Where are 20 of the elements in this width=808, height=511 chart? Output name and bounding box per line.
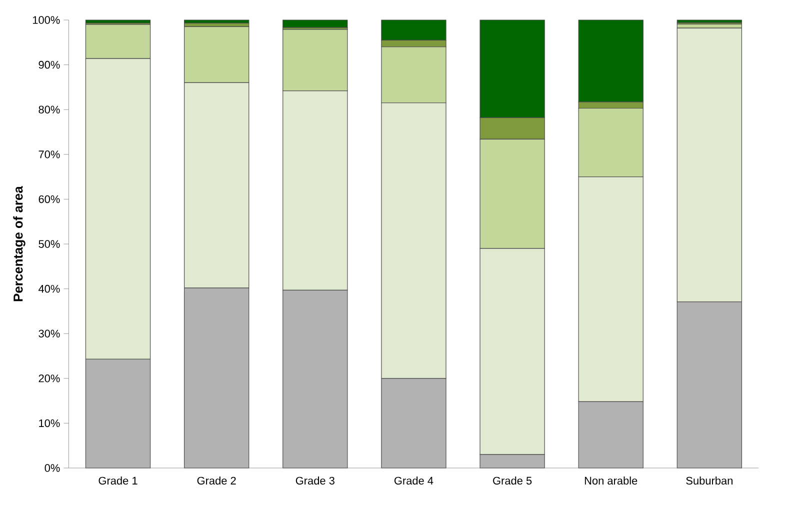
y-axis-title: Percentage of area xyxy=(13,186,26,302)
bar xyxy=(184,20,250,24)
y-tick-label: 40% xyxy=(38,284,60,293)
y-tick-label: 10% xyxy=(39,419,60,428)
x-tick-label: Non arable xyxy=(584,476,638,485)
y-tick-label: 0% xyxy=(44,464,60,472)
y-tick-label: 70% xyxy=(38,150,60,158)
y-tick-label: 100% xyxy=(32,16,60,24)
x-tick-label: Grade 2 xyxy=(197,476,236,485)
y-tick-label: 50% xyxy=(38,240,60,248)
y-tick-label: 60% xyxy=(38,195,60,204)
x-tick-label: Grade 3 xyxy=(296,476,334,485)
x-tick-label: Grade 5 xyxy=(493,476,532,485)
y-tick-label: 30% xyxy=(38,330,60,338)
y-tick-label: 90% xyxy=(38,60,60,69)
x-tick-label: Suburban xyxy=(686,476,732,485)
y-tick-label: 20% xyxy=(38,374,60,382)
x-tick-label: Grade 1 xyxy=(98,476,138,485)
y-tick-label: 80% xyxy=(38,106,60,114)
x-tick-label: Grade 4 xyxy=(394,476,434,485)
